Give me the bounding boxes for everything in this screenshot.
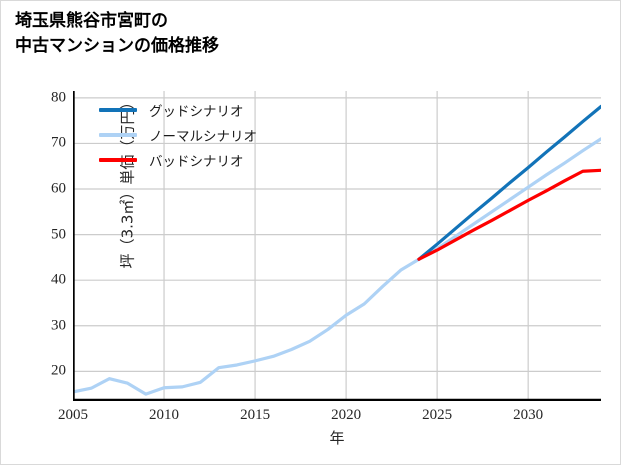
y-gridlines [73, 97, 601, 372]
series-line-ノーマルシナリオ [73, 137, 601, 396]
chart-legend: グッドシナリオ ノーマルシナリオ バッドシナリオ [99, 97, 257, 172]
x-tick-label: 2005 [58, 407, 88, 423]
legend-item-bad[interactable]: バッドシナリオ [99, 147, 257, 172]
legend-label-good: グッドシナリオ [149, 103, 244, 120]
y-tick-label: 40 [51, 271, 66, 288]
series-lines [73, 104, 601, 396]
series-line-バッドシナリオ [417, 168, 601, 261]
x-tick-label: 2015 [240, 407, 271, 423]
y-tick-label: 60 [51, 180, 66, 197]
series-line-グッドシナリオ [417, 104, 601, 261]
y-tick-label: 80 [51, 89, 66, 106]
y-tick-label: 30 [51, 317, 66, 334]
x-gridlines [73, 91, 529, 401]
chart-title: 埼玉県熊谷市宮町の 中古マンションの価格推移 [15, 11, 219, 56]
plot-svg [73, 91, 601, 401]
x-tick-label: 2020 [331, 407, 362, 423]
legend-item-normal[interactable]: ノーマルシナリオ [99, 122, 257, 147]
y-tick-label: 70 [51, 134, 66, 151]
legend-swatch-normal [99, 132, 137, 137]
y-tick-label: 20 [51, 362, 66, 379]
x-axis-label: 年 [329, 429, 345, 447]
legend-item-good[interactable]: グッドシナリオ [99, 97, 257, 122]
plot-area: 20 30 40 50 60 70 80 2005 2010 2015 2020 2025 2030 … [51, 89, 601, 447]
legend-swatch-good [99, 107, 137, 112]
legend-swatch-bad [99, 157, 137, 162]
legend-label-normal: ノーマルシナリオ [149, 128, 257, 145]
x-tick-label: 2025 [422, 407, 453, 423]
legend-label-bad: バッドシナリオ [149, 153, 244, 170]
x-tick-label: 2010 [149, 407, 180, 423]
x-tick-label: 2030 [513, 407, 544, 423]
y-tick-label: 50 [51, 226, 66, 243]
